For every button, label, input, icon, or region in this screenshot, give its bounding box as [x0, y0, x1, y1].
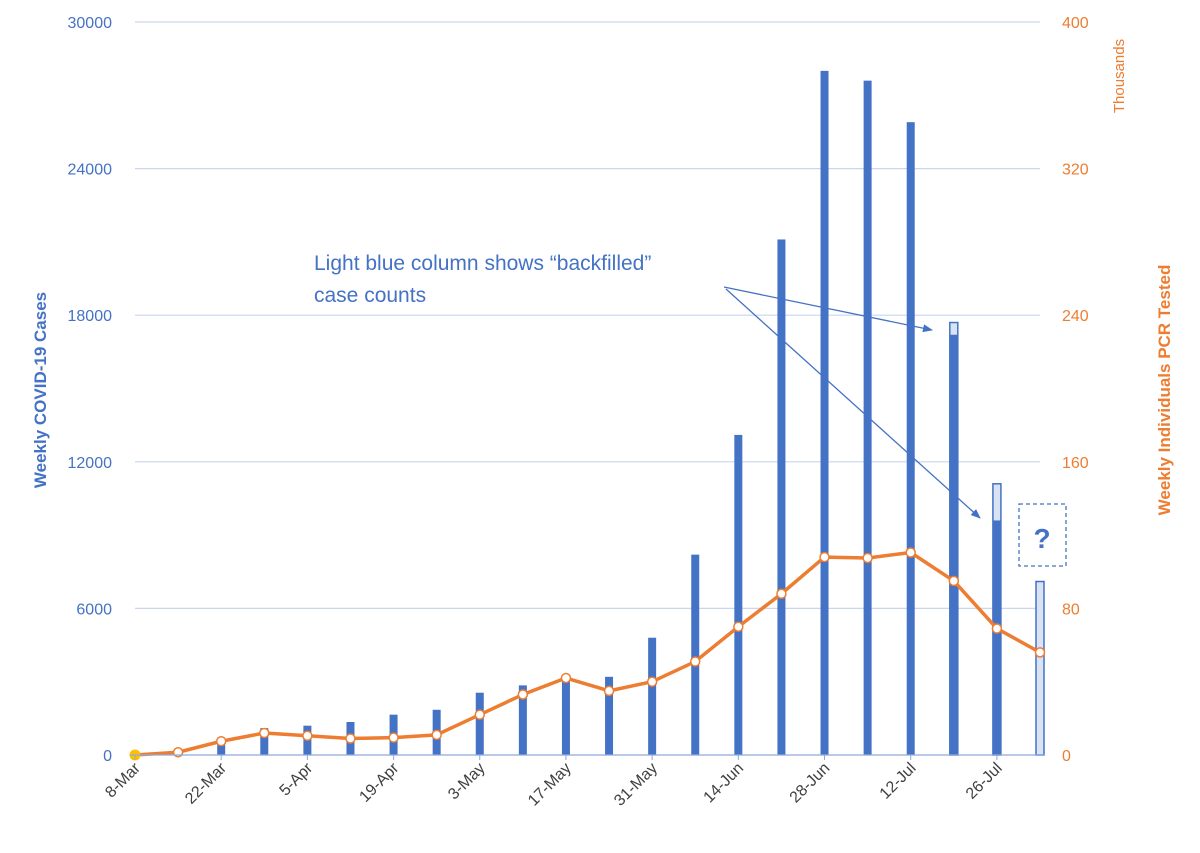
case-bar [777, 239, 786, 755]
left-axis-tick-label: 24000 [68, 162, 113, 179]
tested-point [603, 685, 615, 697]
tested-point [345, 733, 356, 744]
left-axis-tick-label: 30000 [68, 15, 113, 32]
case-bar [820, 70, 829, 755]
x-tick-label: 5-Apr [277, 759, 317, 799]
bar-series [217, 70, 1045, 756]
unknown-value-marker: ? [1033, 523, 1050, 554]
right-axis-unit-label: Thousands [1111, 39, 1128, 113]
right-axis-tick-label: 240 [1062, 308, 1089, 325]
right-axis-tick-label: 320 [1062, 162, 1089, 179]
left-axis-tick-label: 6000 [76, 601, 112, 618]
annotation-arrow-2 [725, 288, 981, 519]
tested-point [431, 729, 442, 741]
tested-point [215, 736, 227, 747]
x-tick-label: 17-May [525, 760, 575, 810]
x-tick-label: 28-Jun [787, 760, 834, 807]
case-bar [605, 676, 614, 755]
unknown-value-box [1018, 503, 1067, 567]
x-tick-label: 3-May [445, 760, 488, 803]
gridlines [135, 21, 1040, 610]
tested-point [517, 689, 529, 700]
right-axis-tick-label: 160 [1062, 455, 1089, 472]
backfill-bar [1035, 580, 1045, 756]
tested-point [388, 732, 399, 743]
x-tick-label: 14-Jun [701, 760, 748, 807]
tested-point [689, 656, 701, 667]
tested-point [1034, 647, 1046, 658]
case-bar [648, 637, 657, 755]
annotation-line-2: case counts [314, 284, 426, 307]
case-bar [992, 520, 1001, 755]
line-series [129, 547, 1046, 761]
x-tick-label: 12-Jul [877, 760, 920, 803]
tested-point [905, 547, 916, 558]
annotation-line-1: Light blue column shows “backfilled” [314, 252, 651, 275]
annotation-arrow-1 [723, 286, 933, 333]
right-axis-tick-label: 400 [1062, 15, 1089, 32]
case-bar [518, 685, 527, 755]
left-axis-tick-label: 12000 [68, 455, 113, 472]
left-axis-label: Weekly COVID-19 Cases [31, 292, 50, 488]
tested-point [560, 672, 572, 684]
tested-point [474, 709, 486, 720]
case-bar [734, 434, 743, 755]
tested-line [134, 550, 1041, 757]
case-bar [949, 334, 958, 755]
case-bar [561, 678, 570, 755]
x-tick-label: 8-Mar [102, 759, 144, 801]
x-tick-label: 31-May [611, 760, 661, 810]
left-axis-tick-label: 18000 [68, 308, 113, 325]
case-bar [691, 554, 700, 755]
case-bar [217, 742, 226, 755]
tested-point [733, 621, 744, 632]
tested-point [646, 676, 658, 687]
tested-point [302, 730, 313, 742]
tested-point [948, 575, 960, 587]
case-bar [260, 728, 269, 755]
case-bar [906, 122, 915, 756]
left-axis-tick-label: 0 [103, 748, 112, 765]
case-bar [863, 80, 872, 755]
tested-point [259, 727, 270, 739]
right-axis-tick-label: 80 [1062, 601, 1080, 618]
x-tick-label: 19-Apr [356, 759, 402, 805]
axes: 0 6000 12000 18000 24000 30000 0 80 160 240 320 400… [68, 15, 1089, 810]
x-tick-label: 26-Jul [963, 760, 1006, 803]
tested-point [819, 551, 830, 563]
tested-point [776, 588, 787, 599]
right-axis-label: Weekly Individuals PCR Tested [1155, 265, 1174, 516]
right-axis-tick-label: 0 [1062, 748, 1071, 765]
case-bar [475, 692, 484, 755]
tested-point [991, 623, 1003, 634]
tested-point [862, 552, 873, 564]
x-tick-label: 22-Mar [182, 759, 230, 807]
